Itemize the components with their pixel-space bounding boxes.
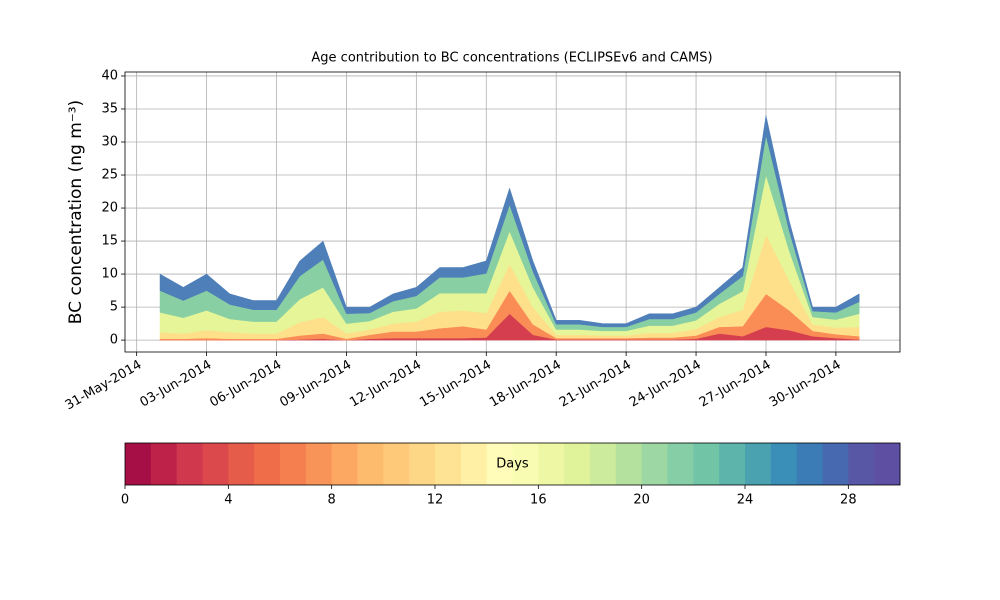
colorbar-swatch	[512, 443, 539, 485]
colorbar-swatch	[641, 443, 668, 485]
x-tick-label: 18-Jun-2014	[487, 358, 564, 411]
colorbar-swatch	[331, 443, 358, 485]
x-tick-label: 12-Jun-2014	[347, 358, 424, 411]
x-tick-label: 24-Jun-2014	[627, 358, 704, 411]
colorbar-tick-label: 20	[633, 493, 650, 508]
colorbar-swatch	[383, 443, 410, 485]
colorbar-tick-label: 4	[224, 493, 232, 508]
colorbar-swatch	[228, 443, 255, 485]
colorbar-tick-label: 8	[328, 493, 336, 508]
colorbar-swatch	[460, 443, 488, 485]
colorbar-swatch	[822, 443, 849, 485]
colorbar-swatch	[202, 443, 229, 485]
x-tick-label: 21-Jun-2014	[557, 358, 634, 411]
y-axis-label: BC concentration (ng m⁻³)	[66, 100, 86, 324]
colorbar-swatch	[745, 443, 772, 485]
y-tick-label: 35	[101, 101, 118, 116]
colorbar-swatch	[486, 443, 513, 485]
x-tick-label: 31-May-2014	[63, 358, 145, 414]
y-tick-label: 0	[110, 333, 118, 348]
colorbar-swatch	[848, 443, 875, 485]
colorbar-tick-label: 0	[121, 493, 129, 508]
y-tick-label: 30	[101, 135, 118, 150]
colorbar-swatch	[615, 443, 643, 485]
colorbar-swatch	[280, 443, 307, 485]
colorbar-swatch	[538, 443, 565, 485]
plot-frame	[124, 71, 901, 353]
colorbar-swatch	[176, 443, 203, 485]
colorbar-frame	[124, 442, 901, 486]
colorbar-swatch	[667, 443, 694, 485]
colorbar-swatch	[125, 443, 152, 485]
colorbar-swatch	[693, 443, 720, 485]
colorbar-tick-label: 12	[427, 493, 444, 508]
y-tick-label: 40	[101, 68, 118, 83]
x-tick-label: 30-Jun-2014	[767, 358, 844, 411]
x-tick-label: 09-Jun-2014	[277, 358, 354, 411]
colorbar-tick-label: 28	[840, 493, 857, 508]
area-band	[159, 115, 860, 328]
x-tick-label: 03-Jun-2014	[138, 358, 215, 411]
x-tick-label: 06-Jun-2014	[207, 358, 284, 411]
colorbar-swatch	[435, 443, 462, 485]
chart-title: Age contribution to BC concentrations (E…	[311, 51, 712, 66]
colorbar-swatch	[254, 443, 281, 485]
colorbar-swatch	[590, 443, 617, 485]
colorbar-swatch	[796, 443, 823, 485]
colorbar-swatch	[150, 443, 178, 485]
y-tick-label: 20	[101, 201, 118, 216]
colorbar-tick-label: 16	[530, 493, 547, 508]
colorbar-swatch	[305, 443, 333, 485]
y-tick-label: 15	[101, 234, 118, 249]
colorbar-swatch	[770, 443, 798, 485]
colorbar-swatch	[874, 443, 901, 485]
x-tick-label: 27-Jun-2014	[697, 358, 774, 411]
y-tick-label: 25	[101, 168, 118, 183]
colorbar-swatch	[357, 443, 384, 485]
x-tick-label: 15-Jun-2014	[417, 358, 494, 411]
y-tick-label: 10	[101, 267, 118, 282]
y-tick-label: 5	[110, 300, 118, 315]
colorbar-label: Days	[496, 457, 529, 472]
colorbar-swatch	[719, 443, 746, 485]
colorbar-swatch	[564, 443, 591, 485]
colorbar-swatch	[409, 443, 436, 485]
colorbar-tick-label: 24	[737, 493, 754, 508]
